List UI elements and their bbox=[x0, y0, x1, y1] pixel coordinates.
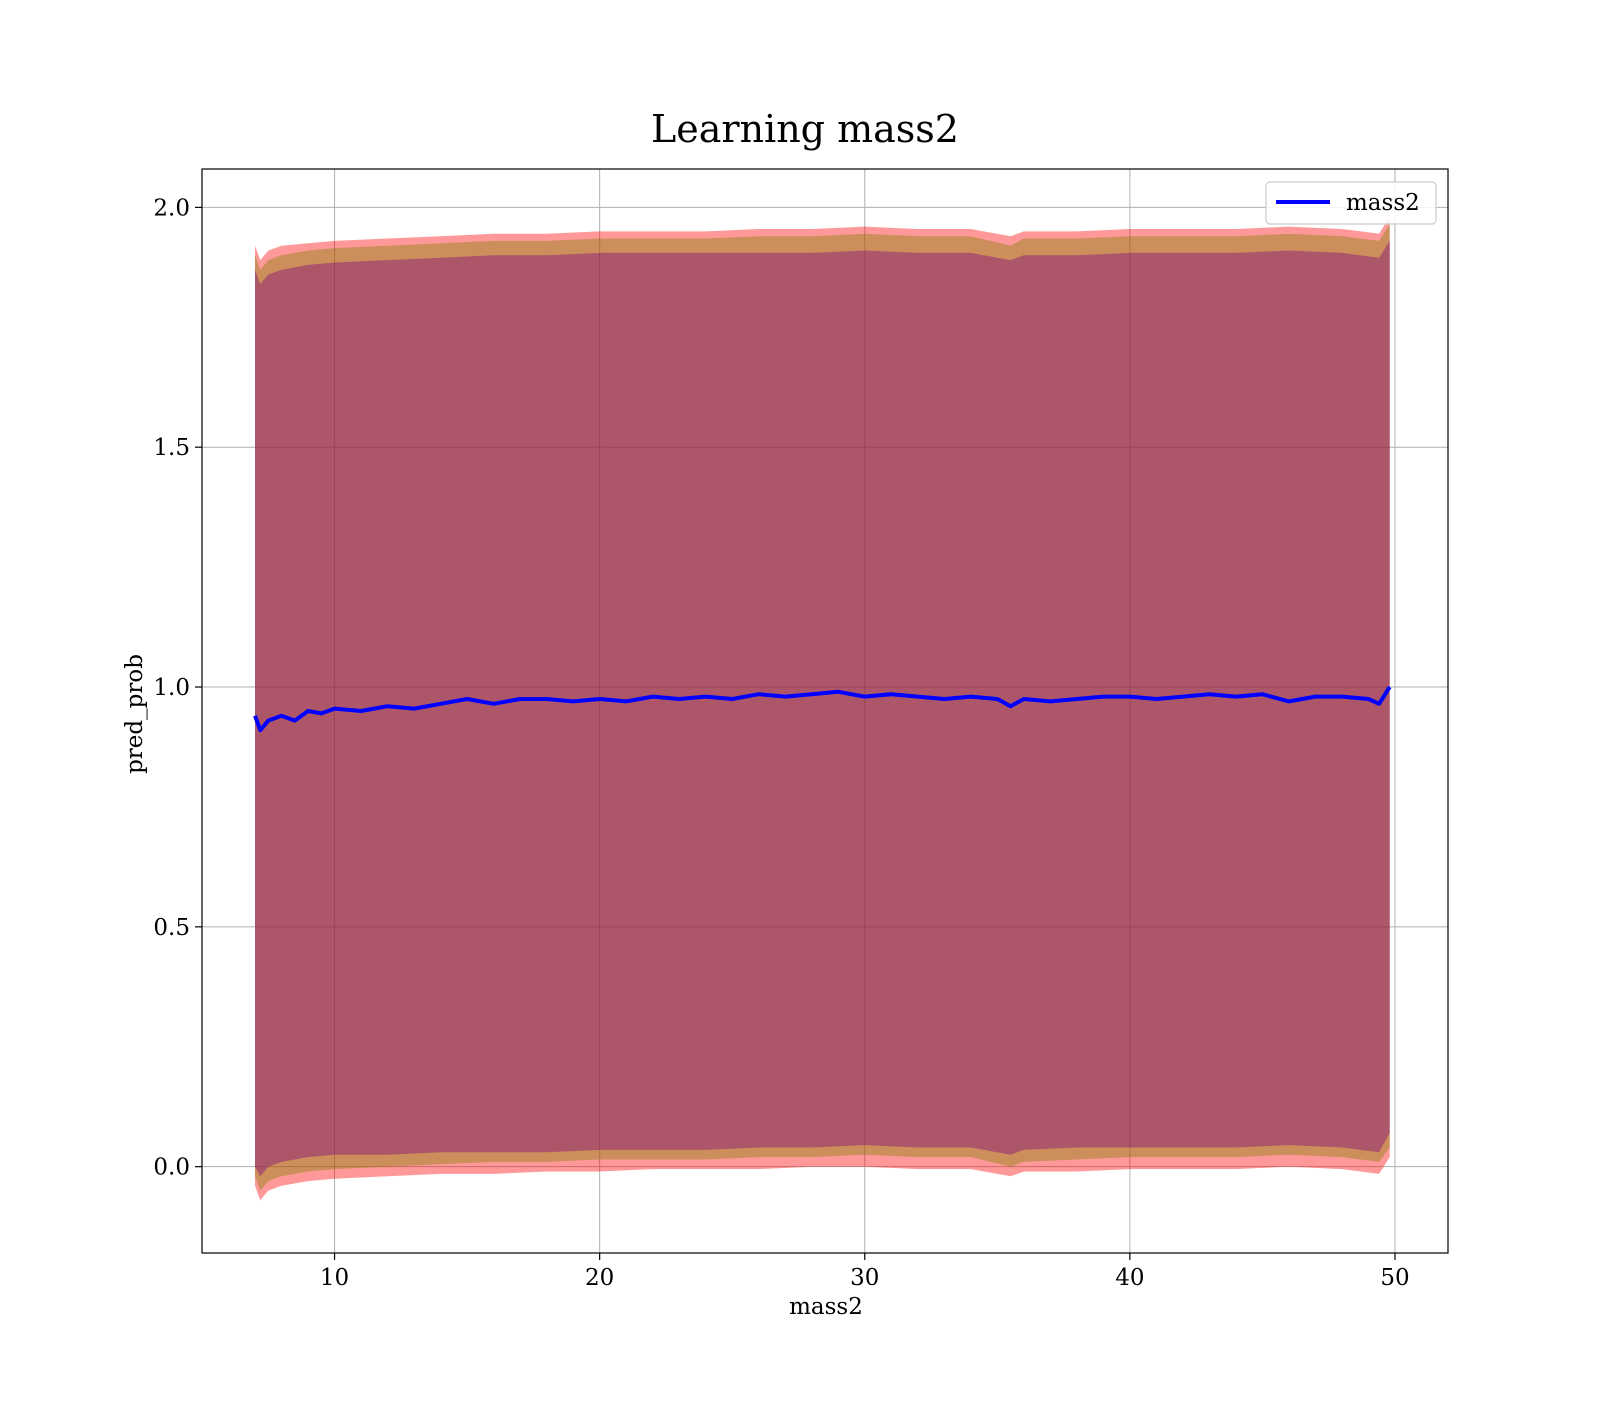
legend: mass2 bbox=[1265, 181, 1437, 225]
x-axis-label: mass2 bbox=[789, 1294, 863, 1320]
confidence-band-1 bbox=[255, 224, 1390, 1191]
confidence-band-0 bbox=[255, 217, 1390, 1201]
x-tick-label-3: 40 bbox=[1115, 1265, 1144, 1291]
x-tick-label-1: 20 bbox=[585, 1265, 614, 1291]
y-tick-label-1: 0.5 bbox=[153, 915, 190, 941]
legend-box bbox=[1265, 181, 1437, 225]
legend-label: mass2 bbox=[1346, 190, 1420, 216]
y-tick-label-4: 2.0 bbox=[153, 195, 190, 221]
confidence-band-2 bbox=[255, 240, 1390, 1177]
series-line-0 bbox=[253, 685, 1392, 733]
x-tick-label-0: 10 bbox=[320, 1265, 349, 1291]
y-axis-label: pred_prob bbox=[122, 654, 148, 774]
axes-frame bbox=[201, 168, 1449, 1254]
y-tick-label-0: 0.0 bbox=[153, 1155, 190, 1181]
chart-title: Learning mass2 bbox=[651, 107, 959, 151]
plot-area: 10 20 30 40 50 0.0 0.5 1.0 1.5 2.0 bbox=[153, 168, 1449, 1291]
x-tick-label-2: 30 bbox=[850, 1265, 879, 1291]
x-tick-label-4: 50 bbox=[1380, 1265, 1409, 1291]
y-tick-label-3: 1.5 bbox=[153, 435, 190, 461]
y-tick-label-2: 1.0 bbox=[153, 675, 190, 701]
